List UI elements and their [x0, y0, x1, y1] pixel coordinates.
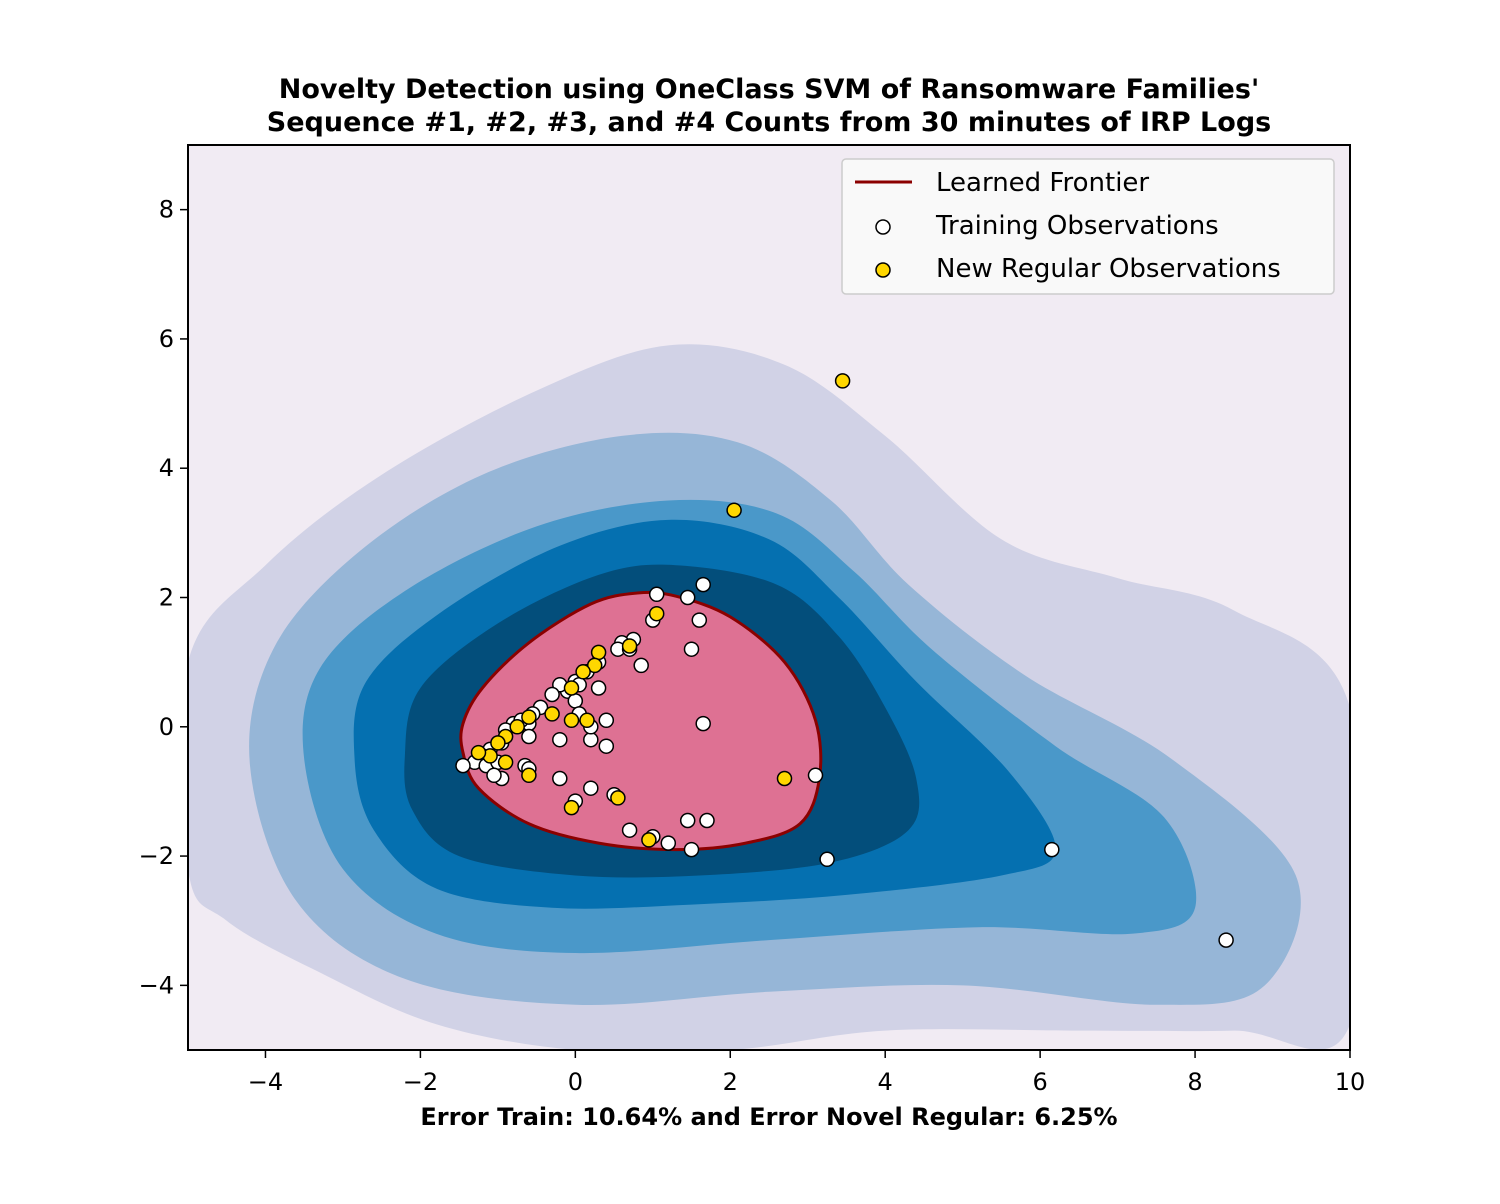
training-observation-point [590, 680, 607, 696]
new-regular-observation-point [521, 709, 537, 725]
x-tick-label: 4 [878, 1068, 893, 1096]
training-observation-point [521, 728, 537, 745]
x-tick-label: 10 [1335, 1068, 1366, 1096]
learned-frontier-line [459, 590, 823, 852]
new-regular-observation-point [834, 373, 851, 389]
legend-label-learned-frontier: Learned Frontier [936, 168, 1149, 198]
x-axis-label: Error Train: 10.64% and Error Novel Regu… [420, 1103, 1117, 1131]
new-regular-observation-point [470, 744, 487, 761]
training-observation-point [583, 731, 599, 748]
chart-title-line-1: Novelty Detection using OneClass SVM of … [279, 74, 1259, 105]
x-tick-label: −4 [248, 1068, 283, 1096]
training-observation-point [695, 715, 711, 732]
y-axis: −4 −2 0 2 4 6 8 [139, 196, 188, 999]
new-regular-observation-point [726, 502, 742, 518]
new-regular-observation-point [621, 638, 638, 654]
new-regular-observation-point [497, 754, 514, 771]
y-tick-label: 4 [159, 454, 174, 482]
training-observation-point [819, 851, 835, 868]
new-regular-observation-point [544, 706, 560, 722]
new-regular-observation-point [521, 767, 537, 784]
chart-title-line-2: Sequence #1, #2, #3, and #4 Counts from … [267, 107, 1271, 138]
training-observation-point [544, 686, 560, 703]
training-observation-point [1044, 841, 1060, 858]
training-observation-point [552, 731, 568, 748]
new-regular-observation-point [563, 799, 580, 816]
new-regular-observation-point [610, 790, 626, 806]
training-observation-point [695, 576, 711, 593]
new-regular-observation-point [490, 735, 506, 751]
legend: Learned Frontier Training Observations N… [841, 158, 1335, 295]
training-observation-point [679, 589, 696, 606]
new-regular-observation-point [509, 719, 525, 735]
new-regular-observation-point [575, 664, 591, 680]
training-observation-point [683, 641, 700, 657]
y-tick-label: 8 [159, 196, 174, 224]
training-observation-point [552, 770, 568, 787]
new-regular-observation-point [648, 605, 665, 622]
new-regular-observation-point [641, 832, 657, 848]
training-observation-point [486, 767, 502, 784]
x-tick-label: 0 [568, 1068, 583, 1096]
new-regular-observation-point [586, 657, 603, 674]
training-observation-point [621, 822, 638, 838]
legend-new-regular-swatch [875, 262, 891, 278]
x-tick-label: −2 [403, 1068, 438, 1096]
training-observation-point [691, 612, 708, 628]
y-tick-label: −4 [139, 971, 174, 999]
x-axis: −4 −2 0 2 4 6 8 10 [248, 1050, 1366, 1096]
training-observation-point [567, 693, 584, 709]
training-observation-point [1218, 932, 1234, 948]
training-observation-point [683, 841, 700, 858]
plot-area [188, 145, 1350, 1050]
new-regular-observation-point [776, 770, 793, 787]
y-tick-label: 0 [159, 713, 174, 741]
training-observation-point [660, 835, 677, 851]
y-tick-label: 2 [159, 584, 174, 612]
training-observation-point [679, 812, 696, 829]
training-observation-point [807, 767, 824, 784]
new-regular-observation-point [563, 712, 580, 729]
x-tick-label: 2 [723, 1068, 738, 1096]
training-observation-point [648, 586, 665, 603]
new-regular-observations [470, 373, 851, 848]
legend-training-swatch [875, 219, 891, 235]
training-observation-point [699, 812, 715, 829]
new-regular-observation-point [579, 712, 595, 729]
y-tick-label: 6 [159, 325, 174, 353]
x-tick-label: 8 [1187, 1068, 1202, 1096]
legend-box [841, 158, 1335, 295]
x-tick-label: 6 [1032, 1068, 1047, 1096]
y-tick-label: −2 [139, 842, 174, 870]
legend-label-new-regular-observations: New Regular Observations [936, 254, 1281, 284]
training-observation-point [598, 712, 615, 729]
legend-label-training-observations: Training Observations [935, 211, 1219, 241]
training-observation-point [598, 738, 615, 754]
training-observation-point [455, 757, 471, 774]
new-regular-observation-point [590, 644, 607, 661]
training-observation-point [583, 780, 599, 796]
inside-frontier-region [460, 592, 821, 850]
new-regular-observation-point [563, 680, 580, 696]
training-observation-point [633, 657, 649, 674]
